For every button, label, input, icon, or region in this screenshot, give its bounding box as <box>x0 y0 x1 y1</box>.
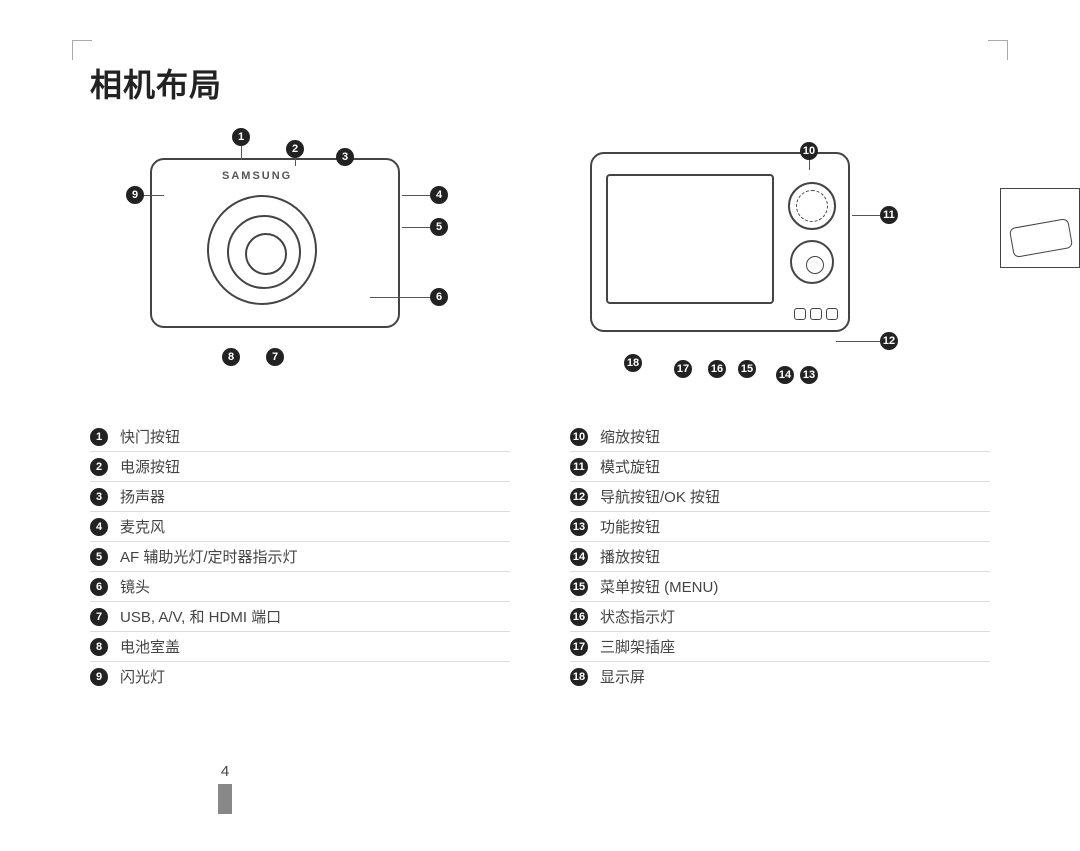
callout-list-left: 1快门按钮 2电源按钮 3扬声器 4麦克风 5AF 辅助光灯/定时器指示灯 6镜… <box>90 422 510 691</box>
callout-5: 5 <box>430 218 448 236</box>
dpad-icon <box>790 240 834 284</box>
list-item: 3扬声器 <box>90 482 510 512</box>
list-item: 16状态指示灯 <box>570 602 990 632</box>
callout-14: 14 <box>776 366 794 384</box>
list-item: 1快门按钮 <box>90 422 510 452</box>
callout-label: 缩放按钮 <box>600 426 660 447</box>
callout-2: 2 <box>286 140 304 158</box>
callout-label: 麦克风 <box>120 516 165 537</box>
callout-3: 3 <box>336 148 354 166</box>
callout-label: 闪光灯 <box>120 666 165 687</box>
callout-label: 显示屏 <box>600 666 645 687</box>
brand-label: SAMSUNG <box>222 170 292 182</box>
page-number-bar-icon <box>218 784 232 814</box>
list-item: 4麦克风 <box>90 512 510 542</box>
callout-1: 1 <box>232 128 250 146</box>
callout-label: 播放按钮 <box>600 546 660 567</box>
list-item: 5AF 辅助光灯/定时器指示灯 <box>90 542 510 572</box>
callout-8: 8 <box>222 348 240 366</box>
screen-icon <box>606 174 774 304</box>
callout-7: 7 <box>266 348 284 366</box>
manual-page: 相机布局 SAMSUNG 1 2 3 4 5 6 7 8 9 <box>90 60 990 800</box>
callout-label: 菜单按钮 (MENU) <box>600 576 718 597</box>
callout-label: 扬声器 <box>120 486 165 507</box>
page-title: 相机布局 <box>90 60 990 106</box>
callout-4: 4 <box>430 186 448 204</box>
callout-label: 模式旋钮 <box>600 456 660 477</box>
camera-back-diagram: 10 11 12 13 14 15 16 17 18 <box>560 128 990 398</box>
lens-icon <box>207 195 317 305</box>
callout-label: 电池室盖 <box>120 636 180 657</box>
page-number: 4 <box>218 763 232 780</box>
list-item: 7USB, A/V, 和 HDMI 端口 <box>90 602 510 632</box>
crop-mark <box>988 40 1008 60</box>
page-number-block: 4 <box>218 763 232 814</box>
list-item: 11模式旋钮 <box>570 452 990 482</box>
list-item: 10缩放按钮 <box>570 422 990 452</box>
list-item: 15菜单按钮 (MENU) <box>570 572 990 602</box>
callout-11: 11 <box>880 206 898 224</box>
camera-front-diagram: SAMSUNG 1 2 3 4 5 6 7 8 9 <box>90 128 520 398</box>
callout-label: 三脚架插座 <box>600 636 675 657</box>
list-item: 8电池室盖 <box>90 632 510 662</box>
camera-body-front: SAMSUNG <box>150 158 400 328</box>
callout-12: 12 <box>880 332 898 350</box>
list-item: 18显示屏 <box>570 662 990 691</box>
callout-label: 快门按钮 <box>120 426 180 447</box>
callout-16: 16 <box>708 360 726 378</box>
callout-label: 功能按钮 <box>600 516 660 537</box>
callout-label: AF 辅助光灯/定时器指示灯 <box>120 546 298 567</box>
back-button-row <box>794 308 838 320</box>
callout-17: 17 <box>674 360 692 378</box>
crop-mark <box>72 40 92 60</box>
diagram-row: SAMSUNG 1 2 3 4 5 6 7 8 9 <box>90 128 990 398</box>
callout-9: 9 <box>126 186 144 204</box>
list-item: 17三脚架插座 <box>570 632 990 662</box>
camera-body-back <box>590 152 850 332</box>
callout-18: 18 <box>624 354 642 372</box>
callout-label: 导航按钮/OK 按钮 <box>600 486 720 507</box>
callout-13: 13 <box>800 366 818 384</box>
callout-label: 电源按钮 <box>120 456 180 477</box>
callout-10: 10 <box>800 142 818 160</box>
list-item: 9闪光灯 <box>90 662 510 691</box>
callout-label: 状态指示灯 <box>600 606 675 627</box>
callout-15: 15 <box>738 360 756 378</box>
callout-label: 镜头 <box>120 576 150 597</box>
list-item: 6镜头 <box>90 572 510 602</box>
list-item: 13功能按钮 <box>570 512 990 542</box>
mode-dial-icon <box>788 182 836 230</box>
callout-list-right: 10缩放按钮 11模式旋钮 12导航按钮/OK 按钮 13功能按钮 14播放按钮… <box>570 422 990 691</box>
list-item: 12导航按钮/OK 按钮 <box>570 482 990 512</box>
list-item: 14播放按钮 <box>570 542 990 572</box>
strap-inset <box>1000 188 1080 268</box>
callout-6: 6 <box>430 288 448 306</box>
list-item: 2电源按钮 <box>90 452 510 482</box>
callout-label: USB, A/V, 和 HDMI 端口 <box>120 606 281 627</box>
callout-list-row: 1快门按钮 2电源按钮 3扬声器 4麦克风 5AF 辅助光灯/定时器指示灯 6镜… <box>90 422 990 691</box>
